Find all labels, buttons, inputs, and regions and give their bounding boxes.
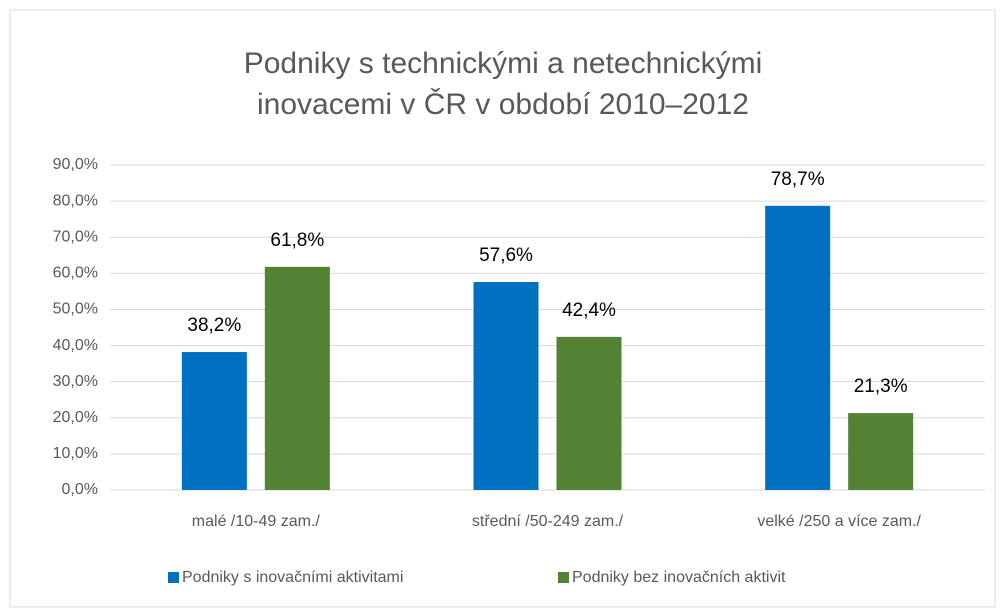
legend-swatch [558, 572, 569, 583]
y-tick-label: 20,0% [53, 409, 98, 426]
bar [473, 282, 539, 490]
data-label: 57,6% [479, 245, 533, 266]
data-label: 78,7% [771, 169, 825, 190]
bar [556, 336, 622, 490]
data-label: 38,2% [187, 315, 241, 336]
x-tick-label: střední /50-249 zam./ [472, 513, 624, 530]
data-label: 21,3% [854, 376, 908, 397]
bar [765, 205, 831, 491]
legend-label: Podniky bez inovačních aktivit [572, 569, 786, 586]
y-tick-label: 10,0% [53, 445, 98, 462]
y-tick-label: 70,0% [53, 228, 98, 245]
x-tick-label: malé /10-49 zam./ [192, 513, 321, 530]
bar [848, 413, 914, 490]
x-tick-label: velké /250 a více zam./ [757, 513, 921, 530]
y-tick-label: 50,0% [53, 301, 98, 318]
y-tick-label: 40,0% [53, 337, 98, 354]
y-tick-label: 30,0% [53, 373, 98, 390]
legend-label: Podniky s inovačními aktivitami [182, 569, 403, 586]
y-tick-label: 80,0% [53, 192, 98, 209]
bar [181, 352, 247, 490]
legend-swatch [168, 572, 179, 583]
y-tick-label: 60,0% [53, 265, 98, 282]
chart-title: inovacemi v ČR v období 2010–2012 [257, 87, 749, 121]
y-tick-label: 90,0% [53, 156, 98, 173]
y-tick-label: 0,0% [62, 481, 98, 498]
data-label: 42,4% [562, 300, 616, 321]
bar [264, 266, 330, 490]
chart-title: Podniky s technickými a netechnickými [244, 47, 763, 80]
data-label: 61,8% [270, 230, 324, 251]
